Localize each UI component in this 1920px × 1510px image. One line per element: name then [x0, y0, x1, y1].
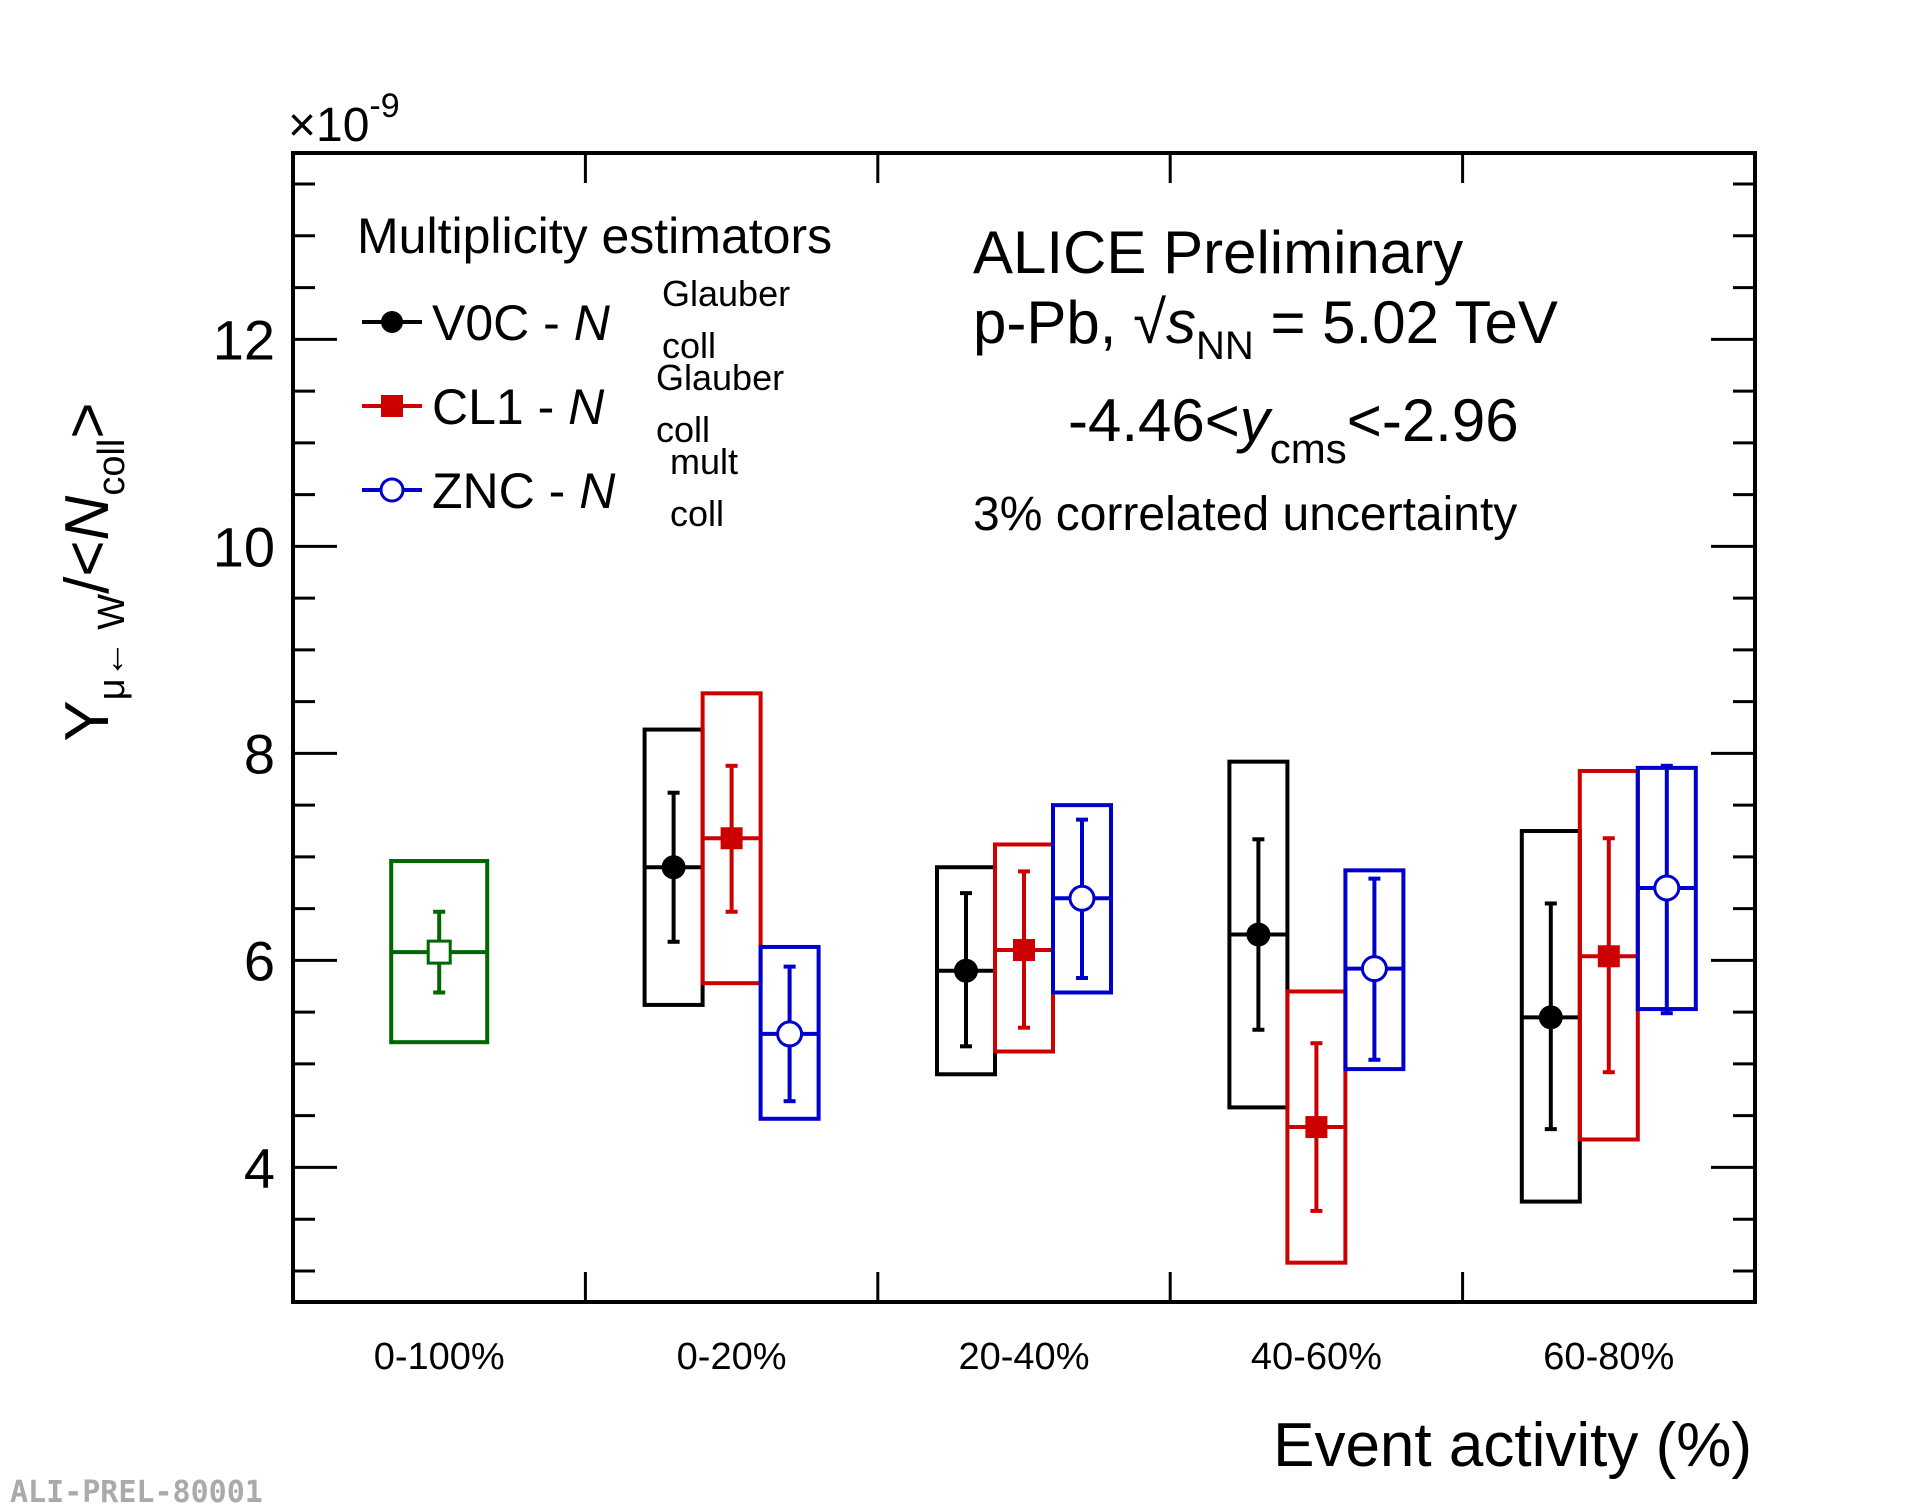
y-tick-label: 8: [244, 722, 275, 785]
marker-filled-circle: [661, 855, 686, 880]
x-tick-label: 40-60%: [1251, 1336, 1382, 1378]
legend-label-n: N: [579, 463, 616, 519]
marker-filled-square: [1305, 1116, 1328, 1139]
rapidity-suffix: <-2.96: [1347, 387, 1519, 454]
marker-open-circle: [379, 477, 405, 503]
legend: Multiplicity estimators V0C - NGlauber co…: [357, 208, 832, 534]
y-axis-label: Yμ← W/<Ncoll>: [53, 402, 133, 741]
y-label-n: N: [53, 495, 122, 540]
y-tick-label: 12: [213, 308, 275, 371]
legend-label: CL1 - N Glauber coll: [432, 357, 784, 450]
legend-entry-1: CL1 - N Glauber coll: [362, 357, 784, 450]
legend-entry-0: V0C - N Glauber coll: [362, 273, 790, 366]
legend-label-prefix: V0C -: [432, 295, 574, 351]
plot-frame: [291, 151, 1757, 1304]
series-1: [700, 691, 1640, 1265]
marker-filled-circle: [1246, 922, 1271, 947]
legend-label-prefix: CL1 -: [432, 379, 568, 435]
correlated-uncertainty-note: 3% correlated uncertainty: [973, 488, 1517, 541]
legend-label-superscript: mult: [670, 441, 738, 482]
collision-system: p-Pb, √sNN = 5.02 TeV: [973, 289, 1558, 368]
legend-entry-2: ZNC - Nmult coll: [362, 441, 738, 534]
rapidity-range: -4.46<ycms<-2.96: [1068, 387, 1519, 472]
x-tick-labels: 0-100% 0-20% 20-40% 40-60% 60-80%: [374, 1336, 1675, 1378]
axis-ticks: [293, 153, 1755, 1302]
marker-open-circle: [776, 1020, 804, 1048]
legend-label-subscript: coll: [662, 325, 716, 366]
x-tick-label: 0-100%: [374, 1336, 505, 1378]
experiment-label: ALICE Preliminary: [973, 219, 1463, 286]
legend-label-prefix: ZNC -: [432, 463, 579, 519]
x-axis-label: Event activity (%): [1273, 1411, 1752, 1480]
y-label-end: >: [53, 402, 122, 438]
marker-open-circle: [1653, 874, 1681, 902]
legend-label-superscript: Glauber: [656, 357, 784, 398]
marker-filled-square: [1013, 939, 1035, 962]
energy-s: s: [1166, 289, 1196, 356]
marker-open-circle: [1068, 884, 1096, 912]
y-label-base: Y: [53, 700, 122, 741]
y-multiplier-prefix: ×10: [288, 99, 369, 152]
legend-label: ZNC - Nmult coll: [432, 441, 738, 534]
y-tick-label: 6: [244, 929, 275, 992]
x-tick-label: 20-40%: [959, 1336, 1090, 1378]
series-layer: [389, 691, 1698, 1265]
marker-filled-circle: [1538, 1005, 1563, 1030]
legend-label-subscript: coll: [670, 493, 724, 534]
legend-label-superscript: Glauber: [662, 273, 790, 314]
marker-filled-circle: [954, 958, 978, 983]
series-2: [758, 763, 1698, 1121]
legend-label-n: N: [568, 379, 605, 435]
y-tick-label: 4: [244, 1136, 275, 1199]
marker-filled-square: [381, 395, 403, 417]
rapidity-y: y: [1236, 387, 1274, 454]
y-label-divider: /<: [53, 540, 122, 593]
watermark: ALI-PREL-80001: [10, 1475, 263, 1510]
annotations: ALICE Preliminary p-Pb, √sNN = 5.02 TeV …: [973, 219, 1558, 541]
x-tick-label: 0-20%: [677, 1336, 787, 1378]
series-3: [389, 859, 490, 1045]
marker-filled-square: [720, 827, 743, 850]
legend-title: Multiplicity estimators: [357, 208, 832, 264]
y-multiplier-exponent: -9: [369, 87, 399, 125]
marker-open-circle: [1360, 955, 1388, 983]
y-label-subscript: μ← W: [91, 594, 133, 700]
y-tick-label: 10: [213, 515, 275, 578]
legend-label-n: N: [574, 295, 611, 351]
rapidity-prefix: -4.46<: [1068, 387, 1240, 454]
marker-filled-square: [1597, 945, 1620, 968]
y-tick-labels: 4 6 8 10 12: [213, 308, 275, 1199]
legend-label-subscript: coll: [656, 409, 710, 450]
y-multiplier: ×10-9: [288, 87, 400, 152]
energy-value: = 5.02 TeV: [1254, 289, 1558, 356]
x-tick-label: 60-80%: [1543, 1336, 1674, 1378]
rapidity-subscript: cms: [1270, 425, 1347, 472]
axes-box: [291, 151, 1757, 1304]
y-label-n-subscript: coll: [91, 439, 133, 496]
energy-subscript: NN: [1196, 324, 1254, 368]
marker-filled-circle: [381, 311, 403, 333]
marker-open-square: [426, 939, 452, 965]
collision-prefix: p-Pb,: [973, 289, 1133, 356]
sqrt-symbol: √: [1133, 289, 1166, 356]
legend-label: V0C - N Glauber coll: [432, 273, 790, 366]
series-0: [642, 727, 1582, 1204]
